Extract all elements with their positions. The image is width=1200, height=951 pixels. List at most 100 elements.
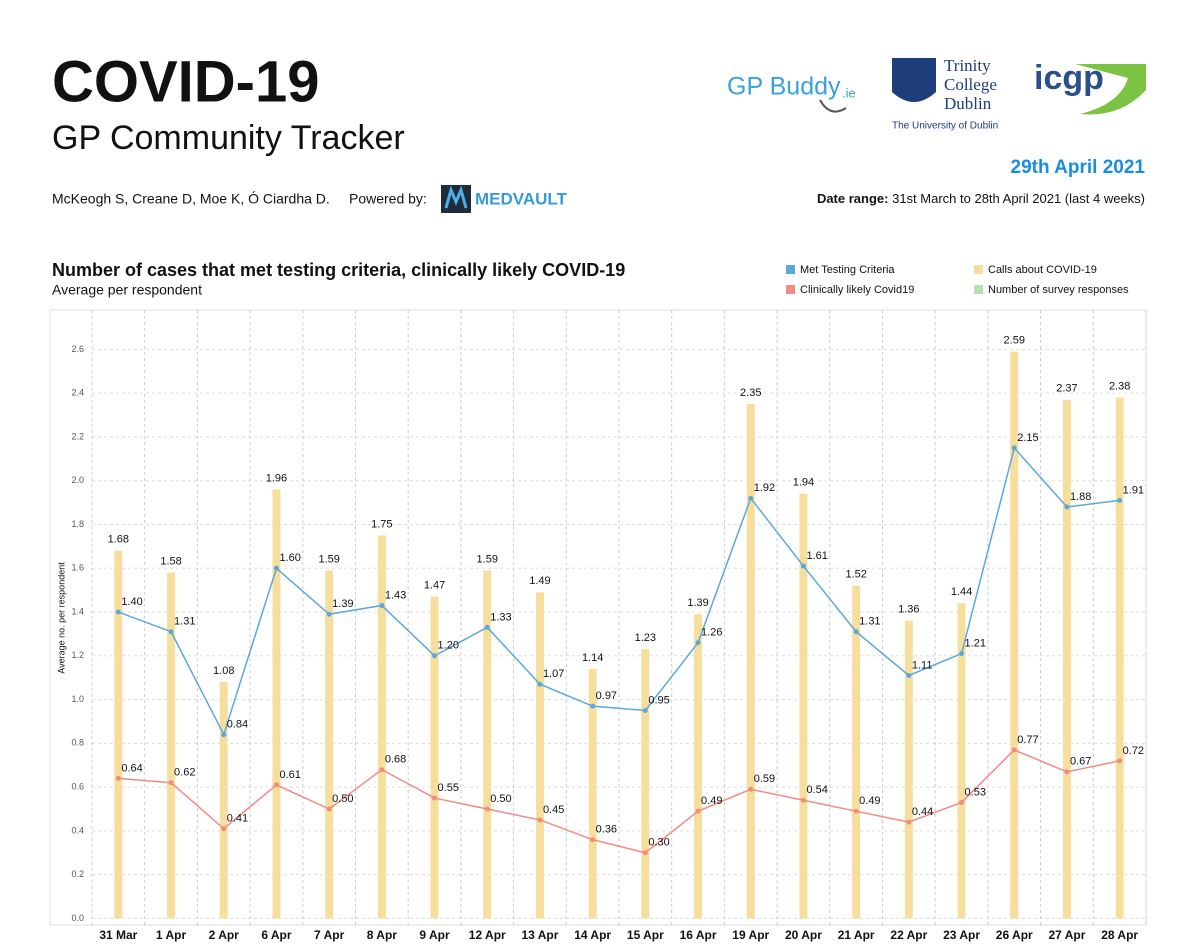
value-label: 1.94 (793, 477, 814, 489)
value-label: 0.54 (806, 784, 827, 796)
point (1064, 504, 1070, 510)
value-label: 0.72 (1123, 745, 1144, 757)
point (1117, 758, 1123, 764)
bar (641, 649, 650, 919)
bar (325, 570, 334, 919)
value-label: 1.39 (332, 598, 353, 610)
y-tick-label: 0.8 (71, 738, 84, 748)
value-label: 0.64 (121, 762, 142, 774)
point (695, 640, 701, 646)
value-label: 1.20 (438, 640, 459, 652)
legend-swatch (974, 285, 983, 294)
value-label: 1.36 (898, 604, 919, 616)
value-label: 0.62 (174, 767, 195, 779)
x-tick-label: 6 Apr (261, 928, 292, 942)
point (1117, 497, 1123, 503)
date-range: Date range: 31st March to 28th April 202… (817, 191, 1145, 206)
report-date: 29th April 2021 (1011, 157, 1146, 178)
point (484, 806, 490, 812)
subtitle: GP Community Tracker (52, 119, 405, 157)
x-tick-label: 21 Apr (838, 928, 875, 942)
value-label: 1.47 (424, 580, 445, 592)
point (800, 563, 806, 569)
y-tick-label: 0.0 (71, 913, 84, 923)
x-tick-label: 20 Apr (785, 928, 822, 942)
value-label: 1.59 (318, 553, 339, 565)
bar (852, 585, 861, 919)
legend-swatch (786, 285, 795, 294)
point (273, 782, 279, 788)
trinity-logo: Dublin (944, 94, 992, 113)
bar (588, 668, 597, 919)
point (906, 672, 912, 678)
value-label: 0.97 (596, 690, 617, 702)
value-label: 1.14 (582, 652, 603, 664)
value-label: 0.41 (227, 813, 248, 825)
value-label: 0.30 (648, 837, 669, 849)
point (326, 611, 332, 617)
value-label: 0.61 (279, 769, 300, 781)
point (484, 624, 490, 630)
y-tick-label: 0.6 (71, 781, 84, 791)
bar (377, 535, 386, 919)
point (168, 780, 174, 786)
x-tick-label: 8 Apr (367, 928, 398, 942)
powered-by: Powered by: (349, 191, 427, 207)
y-tick-label: 2.2 (71, 431, 84, 441)
value-label: 1.21 (965, 638, 986, 650)
point (906, 819, 912, 825)
bar (1062, 399, 1071, 919)
value-label: 0.95 (648, 694, 669, 706)
point (432, 653, 438, 659)
bar (694, 614, 703, 919)
title: COVID-19 (52, 49, 320, 114)
x-tick-label: 14 Apr (574, 928, 611, 942)
bar (904, 620, 913, 919)
bar (1010, 351, 1019, 919)
legend-label: Calls about COVID-19 (988, 264, 1097, 276)
chart-title: Number of cases that met testing criteri… (52, 260, 625, 280)
x-tick-label: 26 Apr (996, 928, 1033, 942)
point (959, 799, 965, 805)
x-tick-label: 23 Apr (943, 928, 980, 942)
legend-label: Met Testing Criteria (800, 264, 895, 276)
value-label: 1.91 (1123, 484, 1144, 496)
point (748, 495, 754, 501)
legend-label: Clinically likely Covid19 (800, 284, 914, 296)
y-tick-label: 1.6 (71, 563, 84, 573)
x-tick-label: 31 Mar (99, 928, 137, 942)
y-axis-label: Average no. per respondent (56, 562, 66, 674)
point (800, 797, 806, 803)
value-label: 2.35 (740, 387, 761, 399)
x-tick-label: 19 Apr (732, 928, 769, 942)
y-tick-label: 2.6 (71, 344, 84, 354)
point (221, 732, 227, 738)
value-label: 0.59 (754, 773, 775, 785)
value-label: 0.36 (596, 824, 617, 836)
value-label: 0.77 (1017, 734, 1038, 746)
point (221, 826, 227, 832)
value-label: 1.68 (108, 534, 129, 546)
value-label: 1.52 (845, 569, 866, 581)
value-label: 1.40 (121, 596, 142, 608)
y-tick-label: 1.2 (71, 650, 84, 660)
value-label: 0.50 (490, 793, 511, 805)
bar (1115, 397, 1124, 919)
value-label: 1.31 (174, 616, 195, 628)
point (642, 708, 648, 714)
point (537, 681, 543, 687)
point (1011, 445, 1017, 451)
line (118, 749, 1120, 854)
trinity-sub: The University of Dublin (892, 121, 998, 132)
value-label: 1.43 (385, 589, 406, 601)
point (1011, 747, 1017, 753)
value-label: 1.23 (635, 632, 656, 644)
y-tick-label: 1.4 (71, 606, 84, 616)
date-range-text: 31st March to 28th April 2021 (last 4 we… (892, 191, 1145, 206)
value-label: 1.33 (490, 611, 511, 623)
value-label: 1.61 (806, 550, 827, 562)
value-label: 1.96 (266, 472, 287, 484)
value-label: 1.88 (1070, 491, 1091, 503)
bar (746, 404, 755, 919)
icgp-logo: icgp (1034, 59, 1104, 97)
